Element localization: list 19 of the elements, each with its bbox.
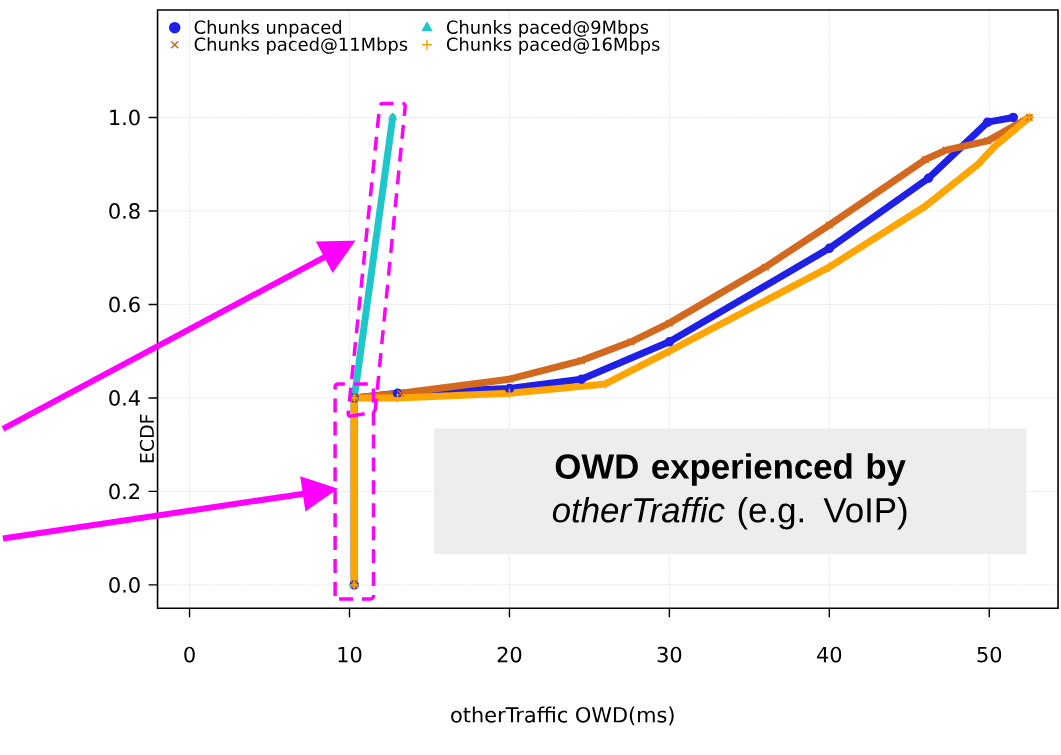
y-axis-title: ECDF	[139, 414, 155, 463]
y-tick-label: 0.0	[109, 577, 140, 593]
x-tick-label: 50	[977, 646, 1002, 663]
legend-label: Chunks paced@16Mbps	[446, 37, 660, 55]
x-tick-label: 40	[817, 646, 842, 663]
x-tick-label: 10	[338, 646, 362, 663]
y-tick-label: 0.2	[109, 483, 139, 500]
legend-label: Chunks paced@9Mbps	[446, 20, 649, 38]
y-tick-label: 1.0	[110, 109, 140, 126]
legend-label: Chunks unpaced	[194, 20, 342, 38]
x-tick-label: 0	[184, 646, 195, 663]
y-tick-label: 0.6	[109, 296, 140, 313]
legend-label: Chunks paced@11Mbps	[194, 37, 408, 55]
x-tick-label: 20	[497, 646, 522, 663]
x-axis-title: otherTraffic OWD(ms)	[451, 706, 674, 726]
y-tick-label: 0.8	[109, 203, 140, 219]
y-tick-label: 0.4	[109, 390, 140, 406]
x-tick-label: 30	[657, 646, 682, 663]
annotation: OWD experienced by otherTraffic (e.g. VoIP)	[552, 453, 907, 530]
